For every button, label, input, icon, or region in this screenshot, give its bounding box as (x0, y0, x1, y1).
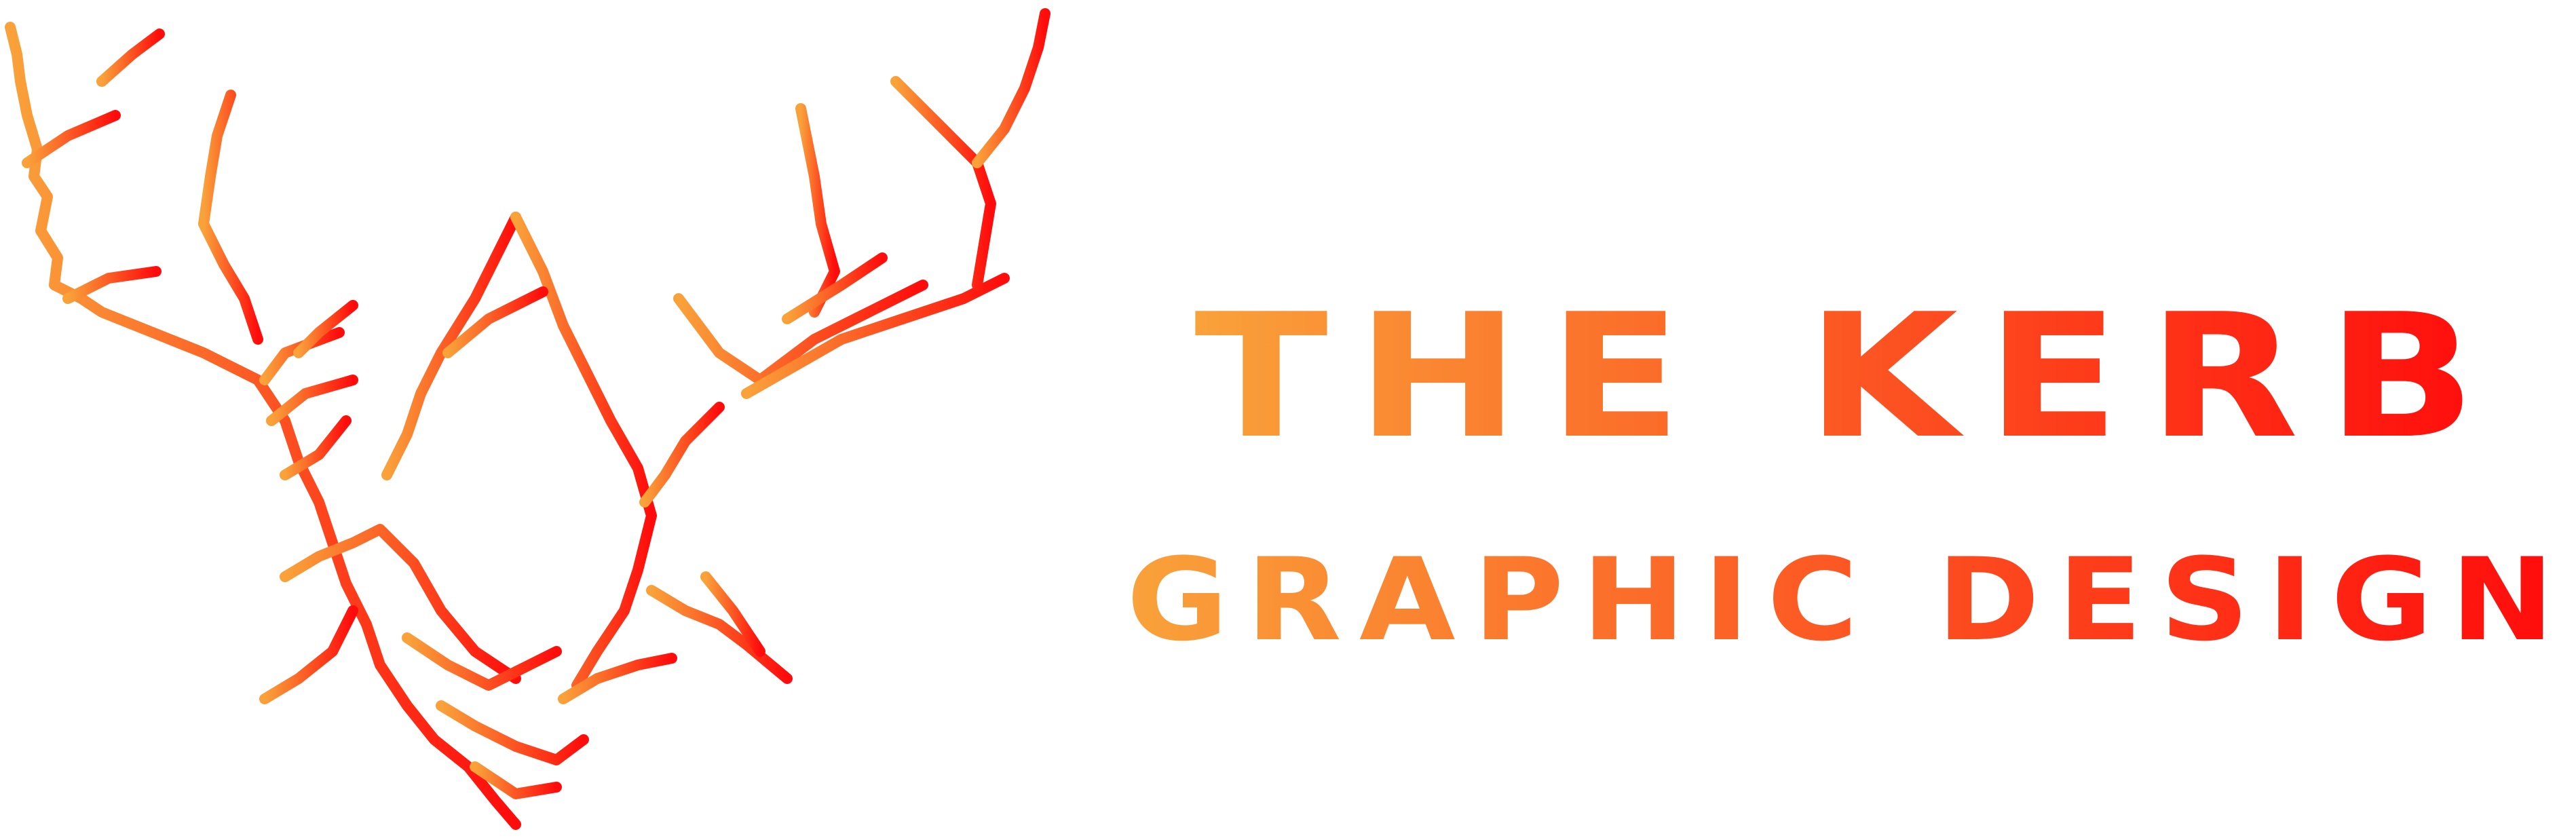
brand-title: THE KERB (1194, 278, 2504, 476)
wordmark: THE KERB GRAPHIC DESIGN (1126, 278, 2572, 666)
antler-logo-mark (5, 8, 1050, 830)
brand-subtitle: GRAPHIC DESIGN (1126, 533, 2572, 666)
